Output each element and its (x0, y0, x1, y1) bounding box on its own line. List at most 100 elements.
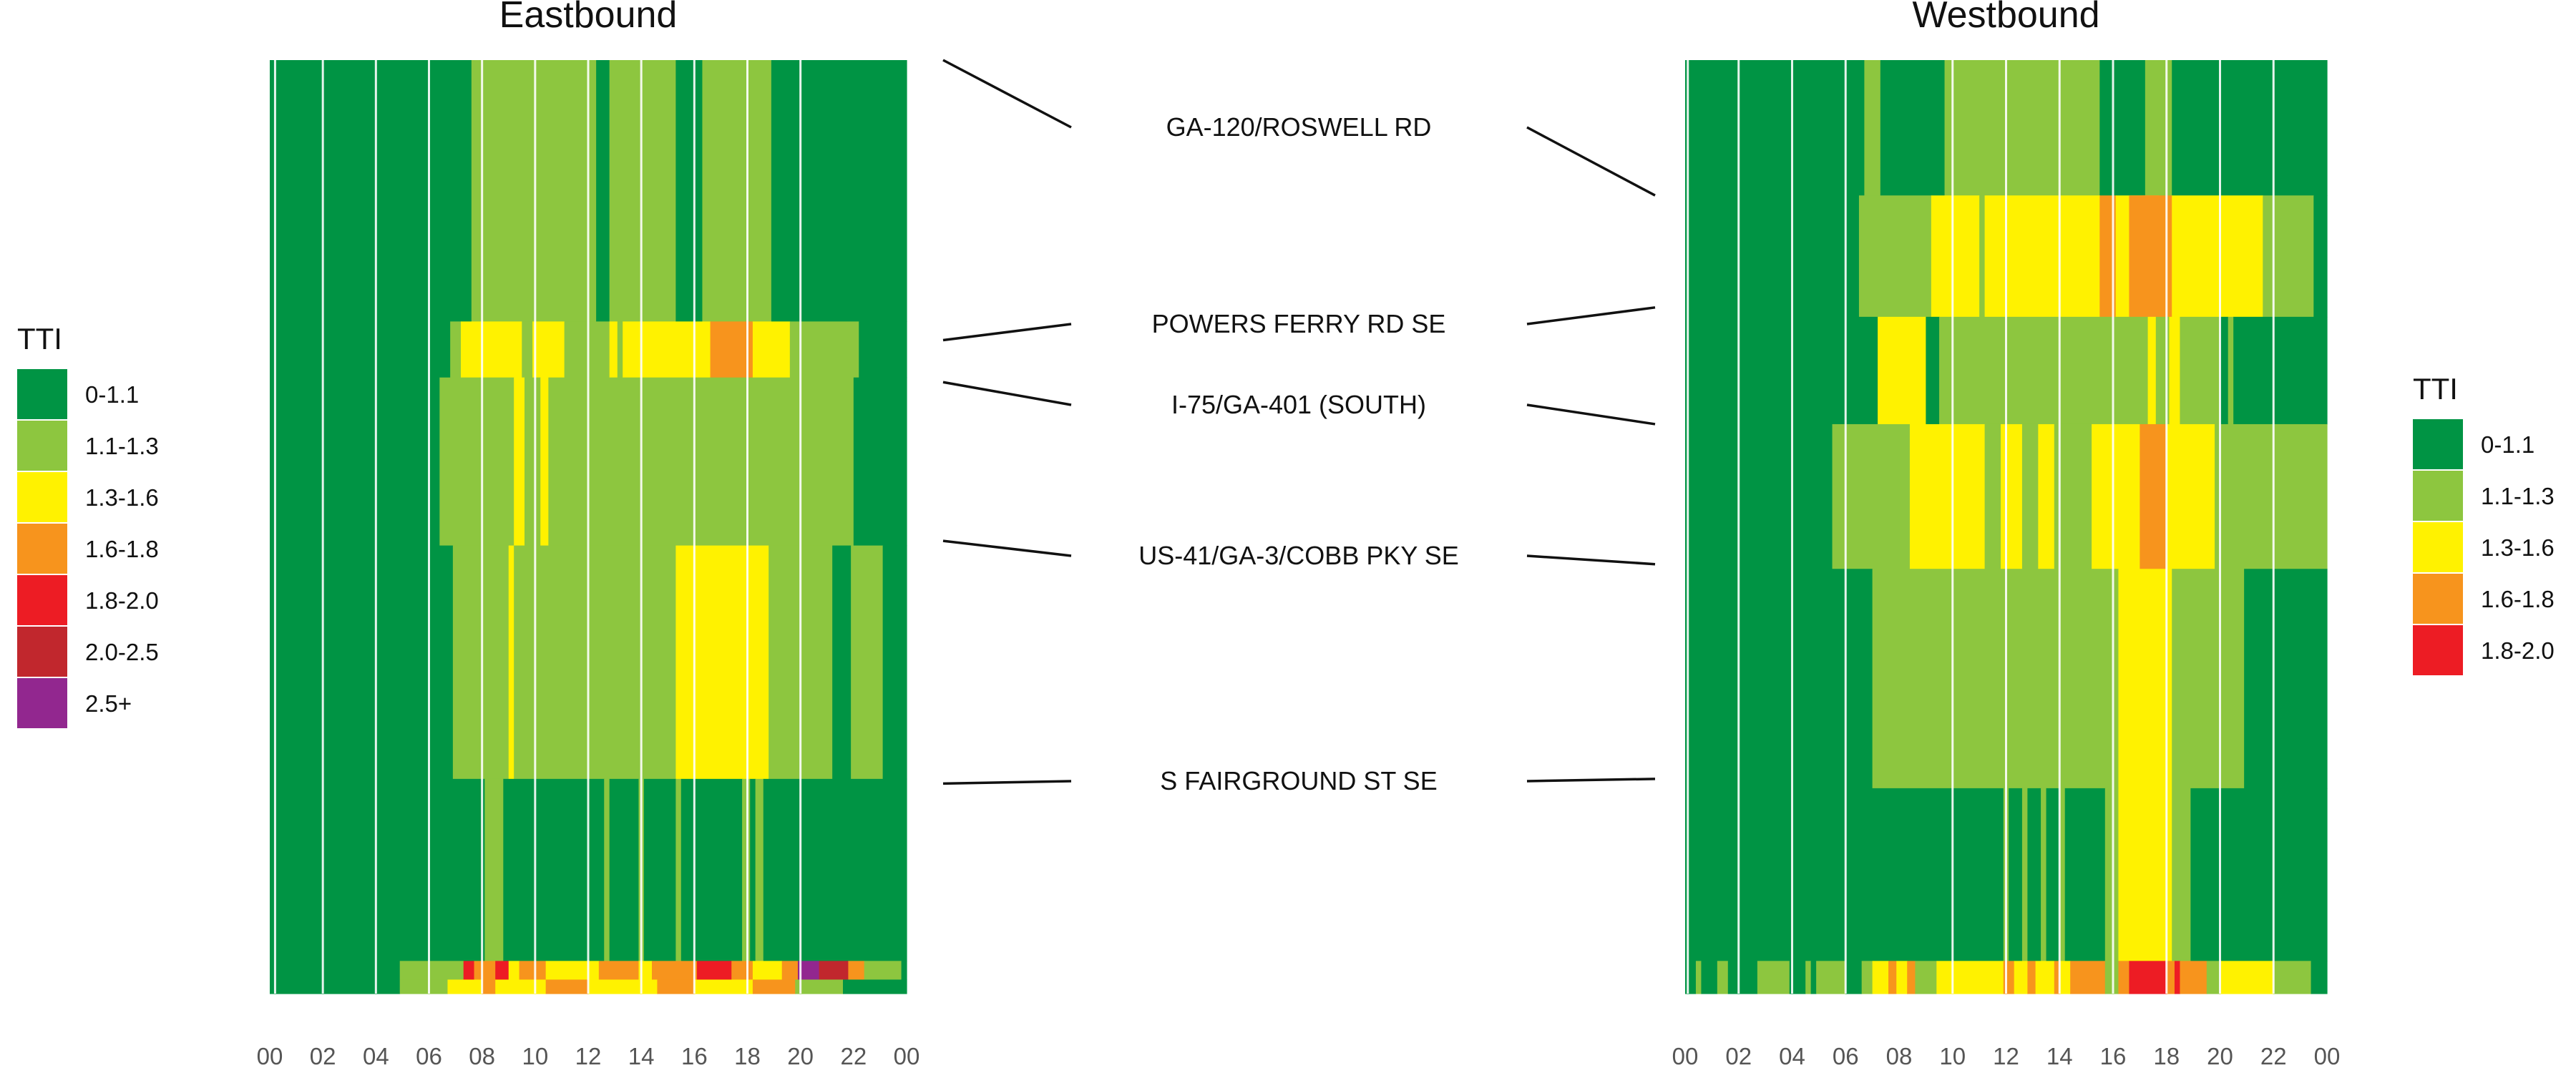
westbound-x-tick-label: 02 (1725, 1043, 1752, 1069)
road-label: POWERS FERRY RD SE (1152, 309, 1446, 338)
eastbound-heat-cell (819, 961, 849, 981)
eastbound-x-tick-label: 04 (363, 1043, 389, 1069)
westbound-heat-cell (2041, 788, 2047, 961)
westbound-heat-cell (2190, 788, 2328, 961)
westbound-heat-cell (2059, 961, 2071, 994)
eastbound-heat-cell (508, 545, 514, 780)
eastbound-heat-cell (609, 60, 676, 322)
westbound-heat-cell (2038, 423, 2055, 569)
westbound-heat-cell (2166, 961, 2175, 994)
road-label: US-41/GA-3/COBB PKY SE (1138, 541, 1459, 570)
westbound-legend-swatch (2413, 471, 2463, 521)
eastbound-heat-cell (675, 778, 682, 961)
eastbound-heat-cell (882, 545, 907, 780)
eastbound-heat-cell (901, 961, 907, 981)
legend-group: TTI 0-1.1 1.1-1.3 1.3-1.6 1.6-1.8 1.8-2.0 2.0-… (17, 322, 2555, 728)
eastbound-heat-cell (750, 778, 756, 961)
westbound-heat-cell (2129, 195, 2172, 318)
eastbound-heat-cell (525, 377, 541, 547)
westbound-heat-cell (2129, 961, 2167, 994)
westbound-heat-cell (2104, 961, 2119, 994)
westbound-heat-cell (2070, 961, 2106, 994)
eastbound-heat-cell (545, 961, 600, 981)
westbound-heat-cell (2027, 961, 2036, 994)
eastbound-heat-cell (702, 60, 772, 322)
westbound-heat-cell (1979, 195, 1986, 318)
eastbound-legend-label: 1.8-2.0 (85, 587, 159, 614)
westbound-legend-swatch (2413, 419, 2463, 469)
westbound-heat-cell (1931, 195, 1980, 318)
road-leader-line-west (1526, 778, 1656, 783)
westbound-heat-cell (1872, 569, 2119, 789)
westbound-heat-cell (2174, 961, 2181, 994)
eastbound-x-tick-label: 02 (310, 1043, 336, 1069)
westbound-panel: Westbound 00 02 04 06 08 10 12 14 16 18 20 22 00 (1672, 0, 2341, 1069)
eastbound-heat-cell (270, 321, 451, 378)
eastbound-heat-cell (755, 778, 764, 961)
eastbound-legend-label: 1.3-1.6 (85, 484, 159, 511)
westbound-heat-cell (2099, 60, 2146, 196)
westbound-heat-cell (2118, 961, 2130, 994)
eastbound-heat-cell (859, 321, 907, 378)
road-leader-line-west (1526, 306, 1656, 325)
westbound-heat-cell (2180, 316, 2221, 425)
westbound-heat-cell (1861, 961, 1873, 994)
westbound-heat-cell (1685, 60, 1865, 196)
westbound-heat-cell (2021, 423, 2039, 569)
eastbound-x-tick-label: 08 (469, 1043, 495, 1069)
eastbound-heat-cell (270, 961, 401, 981)
westbound-heat-cell (2147, 316, 2157, 425)
westbound-heat-cell (1896, 961, 1908, 994)
road-leader-line-west (1526, 126, 1656, 197)
westbound-heat-cell (2145, 60, 2172, 196)
eastbound-heat-cell (609, 321, 618, 378)
westbound-x-tick-label: 10 (1939, 1043, 1966, 1069)
eastbound-title: Eastbound (499, 0, 678, 36)
eastbound-heat-cell (564, 321, 610, 378)
eastbound-heat-cell (680, 778, 743, 961)
westbound-heat-cell (2172, 569, 2245, 789)
eastbound-heat-cell (731, 961, 753, 981)
eastbound-legend-swatch (17, 472, 67, 522)
westbound-heat-cell (1909, 423, 1986, 569)
eastbound-x-tick-label: 20 (787, 1043, 814, 1069)
westbound-x-tick-label: 04 (1779, 1043, 1805, 1069)
westbound-heat-cell (1880, 60, 1946, 196)
eastbound-x-tick-label: 16 (681, 1043, 708, 1069)
westbound-heat-cell (2180, 961, 2207, 994)
westbound-legend-swatch (2413, 574, 2463, 624)
westbound-legend-label: 1.6-1.8 (2481, 586, 2555, 612)
westbound-heat-cell (1984, 423, 2001, 569)
eastbound-heat-cell (439, 377, 514, 547)
eastbound-heat-cell (694, 979, 753, 994)
westbound-heat-cell (2172, 60, 2328, 196)
westbound-heat-cell (2313, 195, 2328, 318)
eastbound-x-tick-label: 14 (628, 1043, 655, 1069)
westbound-x-tick-label: 20 (2207, 1043, 2233, 1069)
westbound-heat-cell (1701, 961, 1718, 994)
westbound-heat-cell (2104, 788, 2119, 961)
eastbound-heat-cell (843, 979, 907, 994)
westbound-heat-cell (2118, 569, 2172, 789)
road-leader-line-east (942, 323, 1072, 342)
eastbound-heat-cell (832, 545, 852, 780)
westbound-heat-cell (2054, 961, 2060, 994)
eastbound-heat-cell (532, 321, 565, 378)
eastbound-heat-cell (617, 321, 623, 378)
eastbound-heat-cell (461, 321, 522, 378)
westbound-heat-cell (2059, 788, 2066, 961)
westbound-x-tick-label: 06 (1833, 1043, 1859, 1069)
westbound-legend-swatch (2413, 522, 2463, 572)
eastbound-heat-cell (675, 545, 769, 780)
westbound-heat-cell (1845, 961, 1863, 994)
westbound-heat-cell (1944, 60, 2100, 196)
westbound-heat-cell (1858, 195, 1932, 318)
westbound-heat-cell (1757, 961, 1790, 994)
eastbound-heat-cell (545, 979, 589, 994)
eastbound-panel: Eastbound 00 02 04 06 08 10 12 14 16 18 20 22 00 (257, 0, 920, 1069)
westbound-heat-cell (1926, 316, 1940, 425)
westbound-heat-cell (1717, 961, 1729, 994)
road-leader-line-west (1526, 554, 1656, 566)
